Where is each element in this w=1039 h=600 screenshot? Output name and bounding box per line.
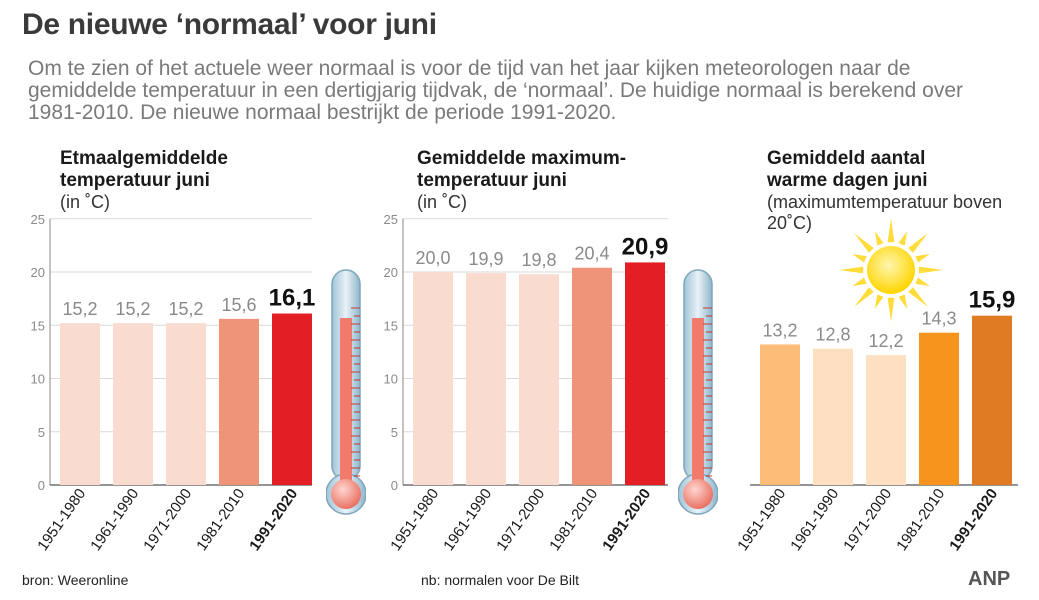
y-tick-label: 0 <box>391 478 398 493</box>
bar-1971-2000 <box>519 274 559 485</box>
x-tick-label: 1951-1980 <box>387 486 442 555</box>
bar-1971-2000 <box>866 355 906 485</box>
y-tick-label: 15 <box>31 318 45 333</box>
x-tick-label: 1961-1990 <box>440 486 495 555</box>
y-tick-label: 10 <box>384 372 398 387</box>
y-tick-label: 0 <box>38 478 45 493</box>
panel-1-title: Etmaalgemiddelde temperatuur juni <box>60 148 228 191</box>
panel-3-title: Gemiddeld aantal warme dagen juni <box>767 148 928 191</box>
bar-1991-2020 <box>625 262 665 485</box>
x-tick-label: 1971-2000 <box>840 486 895 555</box>
bar-1971-2000 <box>166 323 206 485</box>
bar-1961-1990 <box>113 323 153 485</box>
bar-1991-2020 <box>972 315 1012 485</box>
y-tick-label: 25 <box>384 212 398 227</box>
y-tick-label: 5 <box>391 425 398 440</box>
data-label: 15,2 <box>62 299 97 319</box>
x-tick-label: 1951-1980 <box>34 486 89 555</box>
x-tick-label: 1981-2010 <box>893 486 948 555</box>
data-label: 15,2 <box>168 299 203 319</box>
x-tick-label: 1981-2010 <box>546 486 601 555</box>
chart-panel-3: 13,21951-198012,81961-199012,21971-20001… <box>734 287 1018 554</box>
x-tick-label: 1951-1980 <box>734 486 789 555</box>
bar-1951-1980 <box>413 272 453 485</box>
data-label: 15,2 <box>115 299 150 319</box>
panel-2-title: Gemiddelde maximum-temperatuur juni <box>417 148 627 191</box>
sun-icon <box>839 218 943 322</box>
x-tick-label: 1991-2020 <box>599 486 654 555</box>
bar-1991-2020 <box>272 313 312 485</box>
source-label: bron: Weeronline <box>22 572 129 588</box>
x-tick-label: 1961-1990 <box>87 486 142 555</box>
y-tick-label: 25 <box>31 212 45 227</box>
page-title: De nieuwe ‘normaal’ voor juni <box>22 8 437 41</box>
x-tick-label: 1991-2020 <box>246 486 301 555</box>
data-label: 13,2 <box>762 320 797 340</box>
data-label: 20,9 <box>622 233 669 260</box>
data-label: 20,4 <box>574 244 609 264</box>
chart-panel-1: 0 5 10 15 20 25 15,2 1951-1980 15,2 1961-1990 15,2… <box>31 212 316 554</box>
bar-1961-1990 <box>813 348 853 485</box>
data-label: 15,9 <box>969 287 1016 314</box>
data-label: 19,8 <box>521 250 556 270</box>
y-tick-label: 10 <box>31 372 45 387</box>
y-tick-label: 20 <box>31 265 45 280</box>
data-label: 12,2 <box>868 331 903 351</box>
x-tick-label: 1971-2000 <box>140 486 195 555</box>
data-label: 20,0 <box>415 248 450 268</box>
intro-text: Om te zien of het actuele weer normaal i… <box>28 57 964 124</box>
x-tick-label: 1971-2000 <box>493 486 548 555</box>
data-label: 16,1 <box>269 285 316 312</box>
bar-1981-2010 <box>919 332 959 485</box>
y-tick-label: 5 <box>38 425 45 440</box>
y-tick-label: 15 <box>384 318 398 333</box>
bar-1951-1980 <box>60 323 100 485</box>
thermometer-icon <box>326 269 366 515</box>
thermometer-icon <box>678 269 718 515</box>
chart-panel-2: 0 5 10 15 20 25 20,0 1951-1980 19,9 1961-1990 19,8… <box>384 212 669 554</box>
brand-logo: ANP <box>968 568 1011 590</box>
bar-1981-2010 <box>572 267 612 485</box>
bar-1951-1980 <box>760 344 800 485</box>
panel-1-subtitle: (in ˚C) <box>60 192 110 212</box>
data-label: 19,9 <box>468 249 503 269</box>
bar-1961-1990 <box>466 273 506 485</box>
footnote: nb: normalen voor De Bilt <box>421 572 579 588</box>
data-label: 15,6 <box>221 295 256 315</box>
x-tick-label: 1981-2010 <box>193 486 248 555</box>
data-label: 12,8 <box>815 325 850 345</box>
bar-1981-2010 <box>219 318 259 485</box>
x-tick-label: 1991-2020 <box>946 486 1001 555</box>
panel-3-subtitle: (maximumtemperatuur boven 20˚C) <box>767 192 1003 233</box>
x-tick-label: 1961-1990 <box>787 486 842 555</box>
y-tick-label: 20 <box>384 265 398 280</box>
panel-2-subtitle: (in ˚C) <box>417 192 467 212</box>
data-label: 14,3 <box>921 309 956 329</box>
